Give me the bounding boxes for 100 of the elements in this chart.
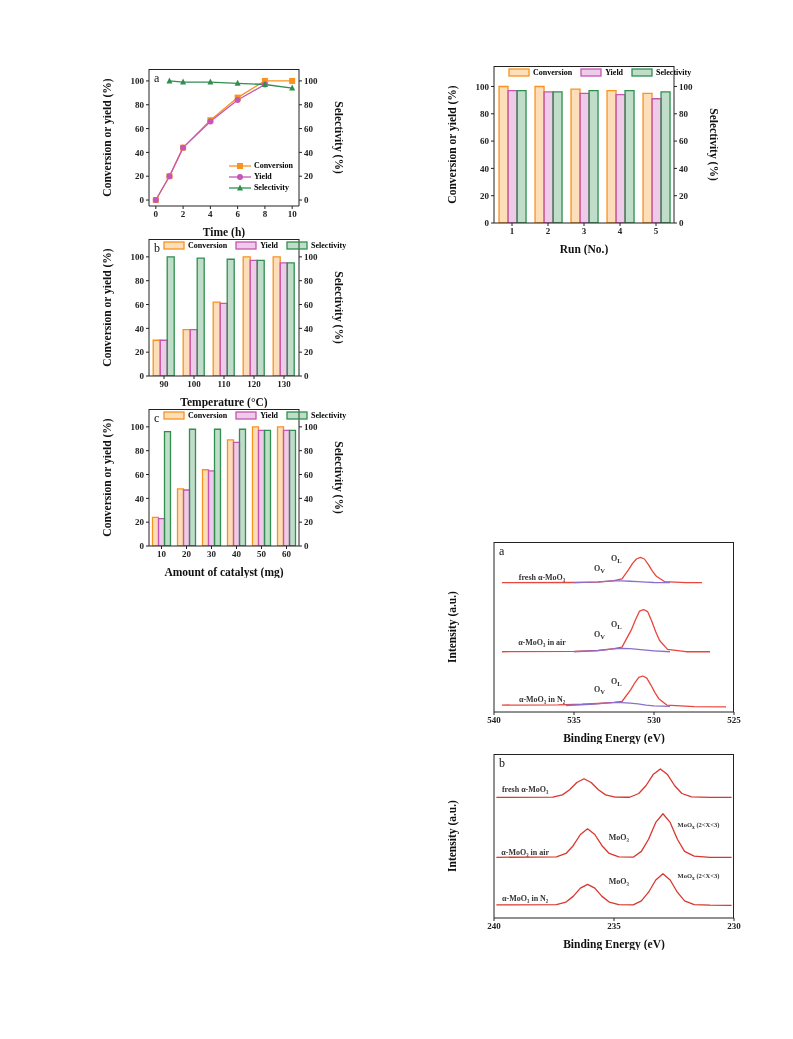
y-tick-label: 40 [135, 493, 145, 504]
x-tick-label: 60 [282, 549, 292, 560]
annotation: fresh α-MoO₃ [518, 572, 566, 582]
y2-axis-title: Selectivity (%) [331, 441, 345, 514]
annotation: a [154, 71, 160, 86]
y-tick-label: 40 [135, 323, 145, 334]
y2-tick-label: 100 [304, 76, 318, 87]
legend-label: Selectivity [311, 411, 347, 420]
x-axis-title: Binding Energy (eV) [563, 732, 665, 745]
y2-tick-label: 0 [304, 371, 309, 382]
y-tick-label: 20 [135, 517, 145, 528]
annotation: b [499, 756, 505, 771]
x-tick-label: 4 [617, 226, 623, 237]
y2-tick-label: 40 [679, 163, 689, 174]
legend-label: Yield [253, 172, 272, 181]
y2-tick-label: 100 [304, 252, 318, 263]
y2-tick-label: 60 [304, 299, 314, 310]
annotation: O$_{L}$ [611, 676, 622, 688]
annotation: α-MoO₃ in N₂ [502, 894, 549, 904]
x-tick-label: 130 [277, 379, 292, 390]
annotation: α-MoO₃ in N₂ [518, 694, 566, 704]
y2-axis-title: Selectivity (%) [331, 271, 345, 344]
annotation: b [154, 241, 160, 256]
y2-axis-title: Selectivity (%) [331, 101, 345, 174]
y2-tick-label: 20 [304, 347, 314, 358]
annotation: α-MoO₃ in air [501, 848, 550, 858]
x-tick-label: 110 [217, 379, 231, 390]
x-axis-title: Temperature (°C) [180, 396, 268, 409]
x-tick-label: 540 [487, 715, 502, 726]
y2-tick-label: 100 [679, 81, 693, 92]
y2-tick-label: 100 [304, 422, 318, 433]
y-tick-label: 40 [480, 163, 490, 174]
legend-label: Yield [605, 68, 624, 77]
y-tick-label: 20 [480, 190, 490, 201]
annotation: a [499, 544, 505, 559]
x-tick-label: 530 [647, 715, 662, 726]
annotation: α-MoO₃ in air [518, 637, 566, 647]
y2-tick-label: 80 [304, 275, 314, 286]
x-tick-label: 235 [607, 921, 622, 932]
y2-tick-label: 0 [679, 218, 684, 229]
x-tick-label: 0 [153, 209, 159, 220]
x-tick-label: 230 [727, 921, 742, 932]
y-tick-label: 0 [484, 218, 490, 229]
y-tick-label: 80 [480, 108, 490, 119]
legend-label: Selectivity [253, 183, 289, 192]
y2-tick-label: 40 [304, 493, 314, 504]
y-tick-label: 0 [139, 195, 145, 206]
y-tick-label: 80 [135, 99, 145, 110]
annotation: O$_{L}$ [611, 553, 622, 566]
y-tick-label: 80 [135, 445, 145, 456]
y-tick-label: 80 [135, 275, 145, 286]
y2-tick-label: 20 [304, 171, 314, 182]
annotation: fresh α-MoO₃ [501, 785, 549, 795]
y-tick-label: 100 [475, 81, 490, 92]
x-tick-label: 3 [581, 226, 587, 237]
y-tick-label: 20 [135, 347, 145, 358]
x-tick-label: 40 [232, 549, 242, 560]
y2-tick-label: 60 [304, 469, 314, 480]
legend-label: Yield [260, 411, 279, 420]
y2-tick-label: 40 [304, 323, 314, 334]
x-axis-title: Binding Energy (eV) [563, 938, 665, 951]
y2-tick-label: 20 [304, 517, 314, 528]
y2-tick-label: 80 [304, 445, 314, 456]
y2-tick-label: 40 [304, 147, 314, 158]
y-tick-label: 60 [480, 136, 490, 147]
annotation: O$_{V}$ [594, 685, 606, 697]
y-tick-label: 0 [139, 541, 145, 552]
annotation: O$_{L}$ [611, 620, 622, 632]
legend-label: Yield [260, 241, 279, 250]
y-axis-title: Intensity (a.u.) [446, 590, 460, 663]
y2-tick-label: 60 [304, 123, 314, 134]
annotation: O$_{V}$ [594, 630, 606, 642]
legend-label: Conversion [253, 161, 293, 170]
x-tick-label: 1 [509, 226, 515, 237]
x-tick-label: 30 [207, 549, 217, 560]
x-tick-label: 525 [727, 715, 742, 726]
legend-label: Conversion [533, 68, 573, 77]
y-axis-title: Conversion or yield (%) [101, 418, 115, 537]
legend-label: Selectivity [656, 68, 692, 77]
x-tick-label: 10 [287, 209, 298, 220]
y-tick-label: 60 [135, 469, 145, 480]
legend-label: Conversion [188, 241, 228, 250]
x-axis-title: Time (h) [202, 226, 246, 239]
y-axis-title: Intensity (a.u.) [446, 799, 460, 872]
y-tick-label: 40 [135, 147, 145, 158]
y-tick-label: 100 [130, 422, 145, 433]
y2-axis-title: Selectivity (%) [706, 108, 720, 181]
x-tick-label: 2 [545, 226, 551, 237]
legend-label: Selectivity [311, 241, 347, 250]
annotation: O$_{V}$ [594, 563, 606, 575]
y-axis-title: Conversion or yield (%) [101, 78, 115, 197]
x-axis-title: Amount of catalyst (mg) [164, 566, 284, 579]
x-tick-label: 10 [157, 549, 167, 560]
y-tick-label: 60 [135, 123, 145, 134]
x-axis-title: Run (No.) [559, 243, 609, 256]
x-tick-label: 5 [653, 226, 659, 237]
y-axis-title: Conversion or yield (%) [101, 248, 115, 367]
y-tick-label: 20 [135, 171, 145, 182]
x-tick-label: 6 [235, 209, 241, 220]
y2-tick-label: 80 [679, 108, 689, 119]
